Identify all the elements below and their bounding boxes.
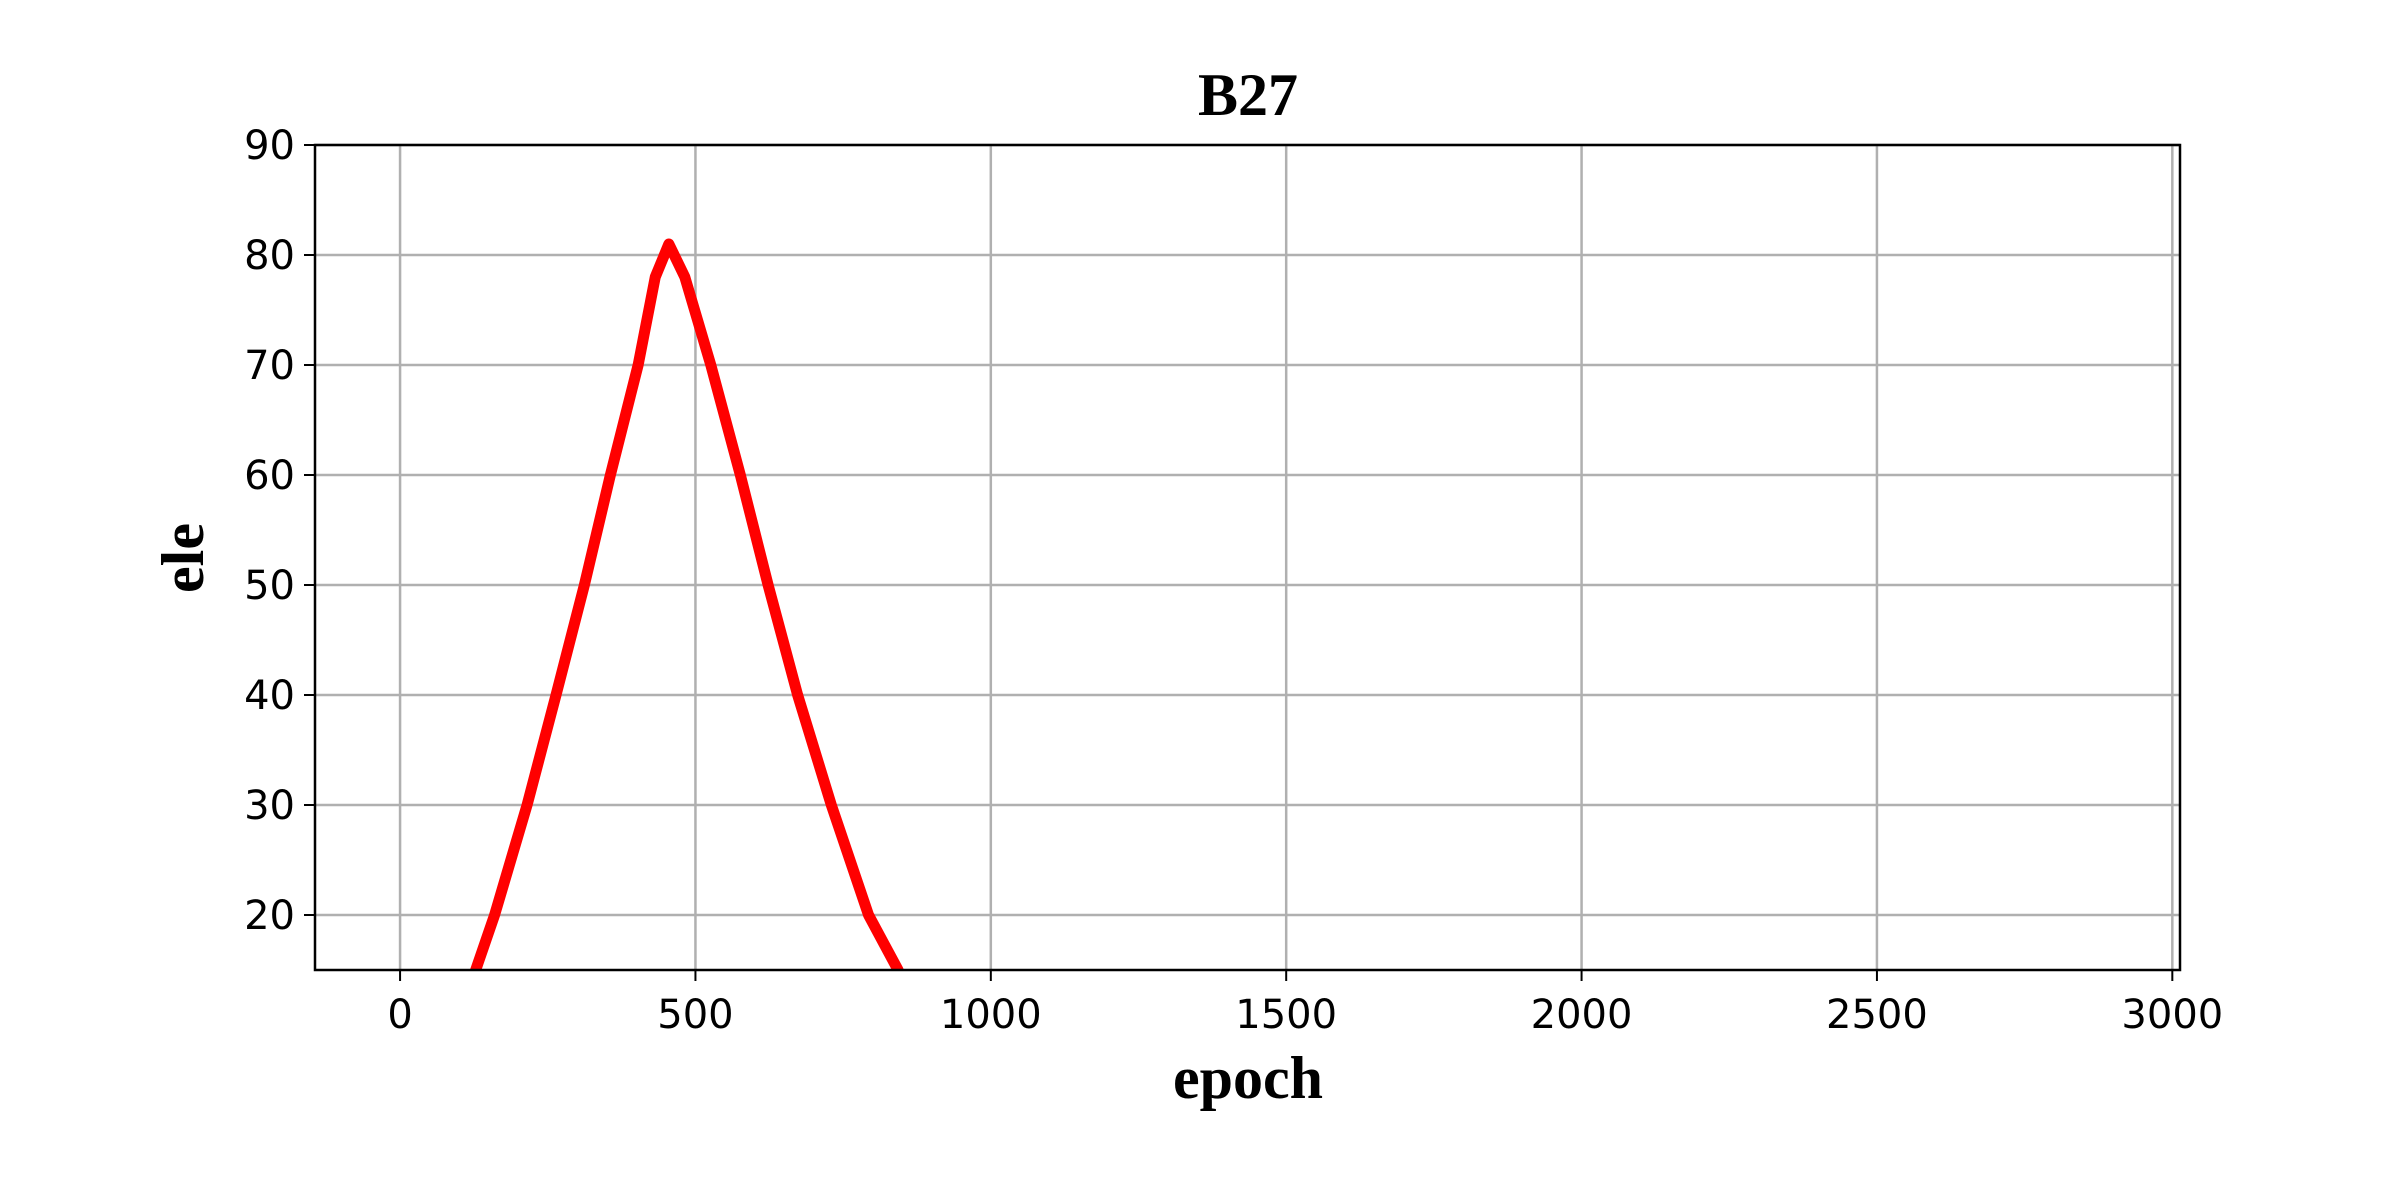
- y-tick-label: 80: [244, 233, 295, 279]
- y-tick-label: 30: [244, 783, 295, 829]
- x-tick-label: 2000: [1531, 992, 1633, 1038]
- y-tick-label: 70: [244, 343, 295, 389]
- plot-frame: [313, 143, 2182, 972]
- plot-area: [470, 238, 904, 970]
- x-axis-label: epoch: [1173, 1045, 1323, 1111]
- x-tick-label: 3000: [2121, 992, 2223, 1038]
- x-tick-label: 0: [387, 992, 412, 1038]
- x-tick-label: 500: [657, 992, 733, 1038]
- data-line: [470, 238, 904, 970]
- x-tick-label: 1000: [940, 992, 1042, 1038]
- ticks: 0 500 1000 1500 2000 2500 3000 20 30 40 50 60 70 80 90: [244, 123, 2223, 1038]
- y-tick-label: 20: [244, 893, 295, 939]
- chart-title: B27: [1198, 62, 1298, 128]
- x-tick-label: 1500: [1235, 992, 1337, 1038]
- grid: [315, 143, 2180, 970]
- y-axis-label: ele: [150, 523, 216, 593]
- y-tick-label: 90: [244, 123, 295, 169]
- x-tick-label: 2500: [1826, 992, 1928, 1038]
- y-tick-label: 40: [244, 673, 295, 719]
- y-tick-label: 50: [244, 563, 295, 609]
- y-tick-label: 60: [244, 453, 295, 499]
